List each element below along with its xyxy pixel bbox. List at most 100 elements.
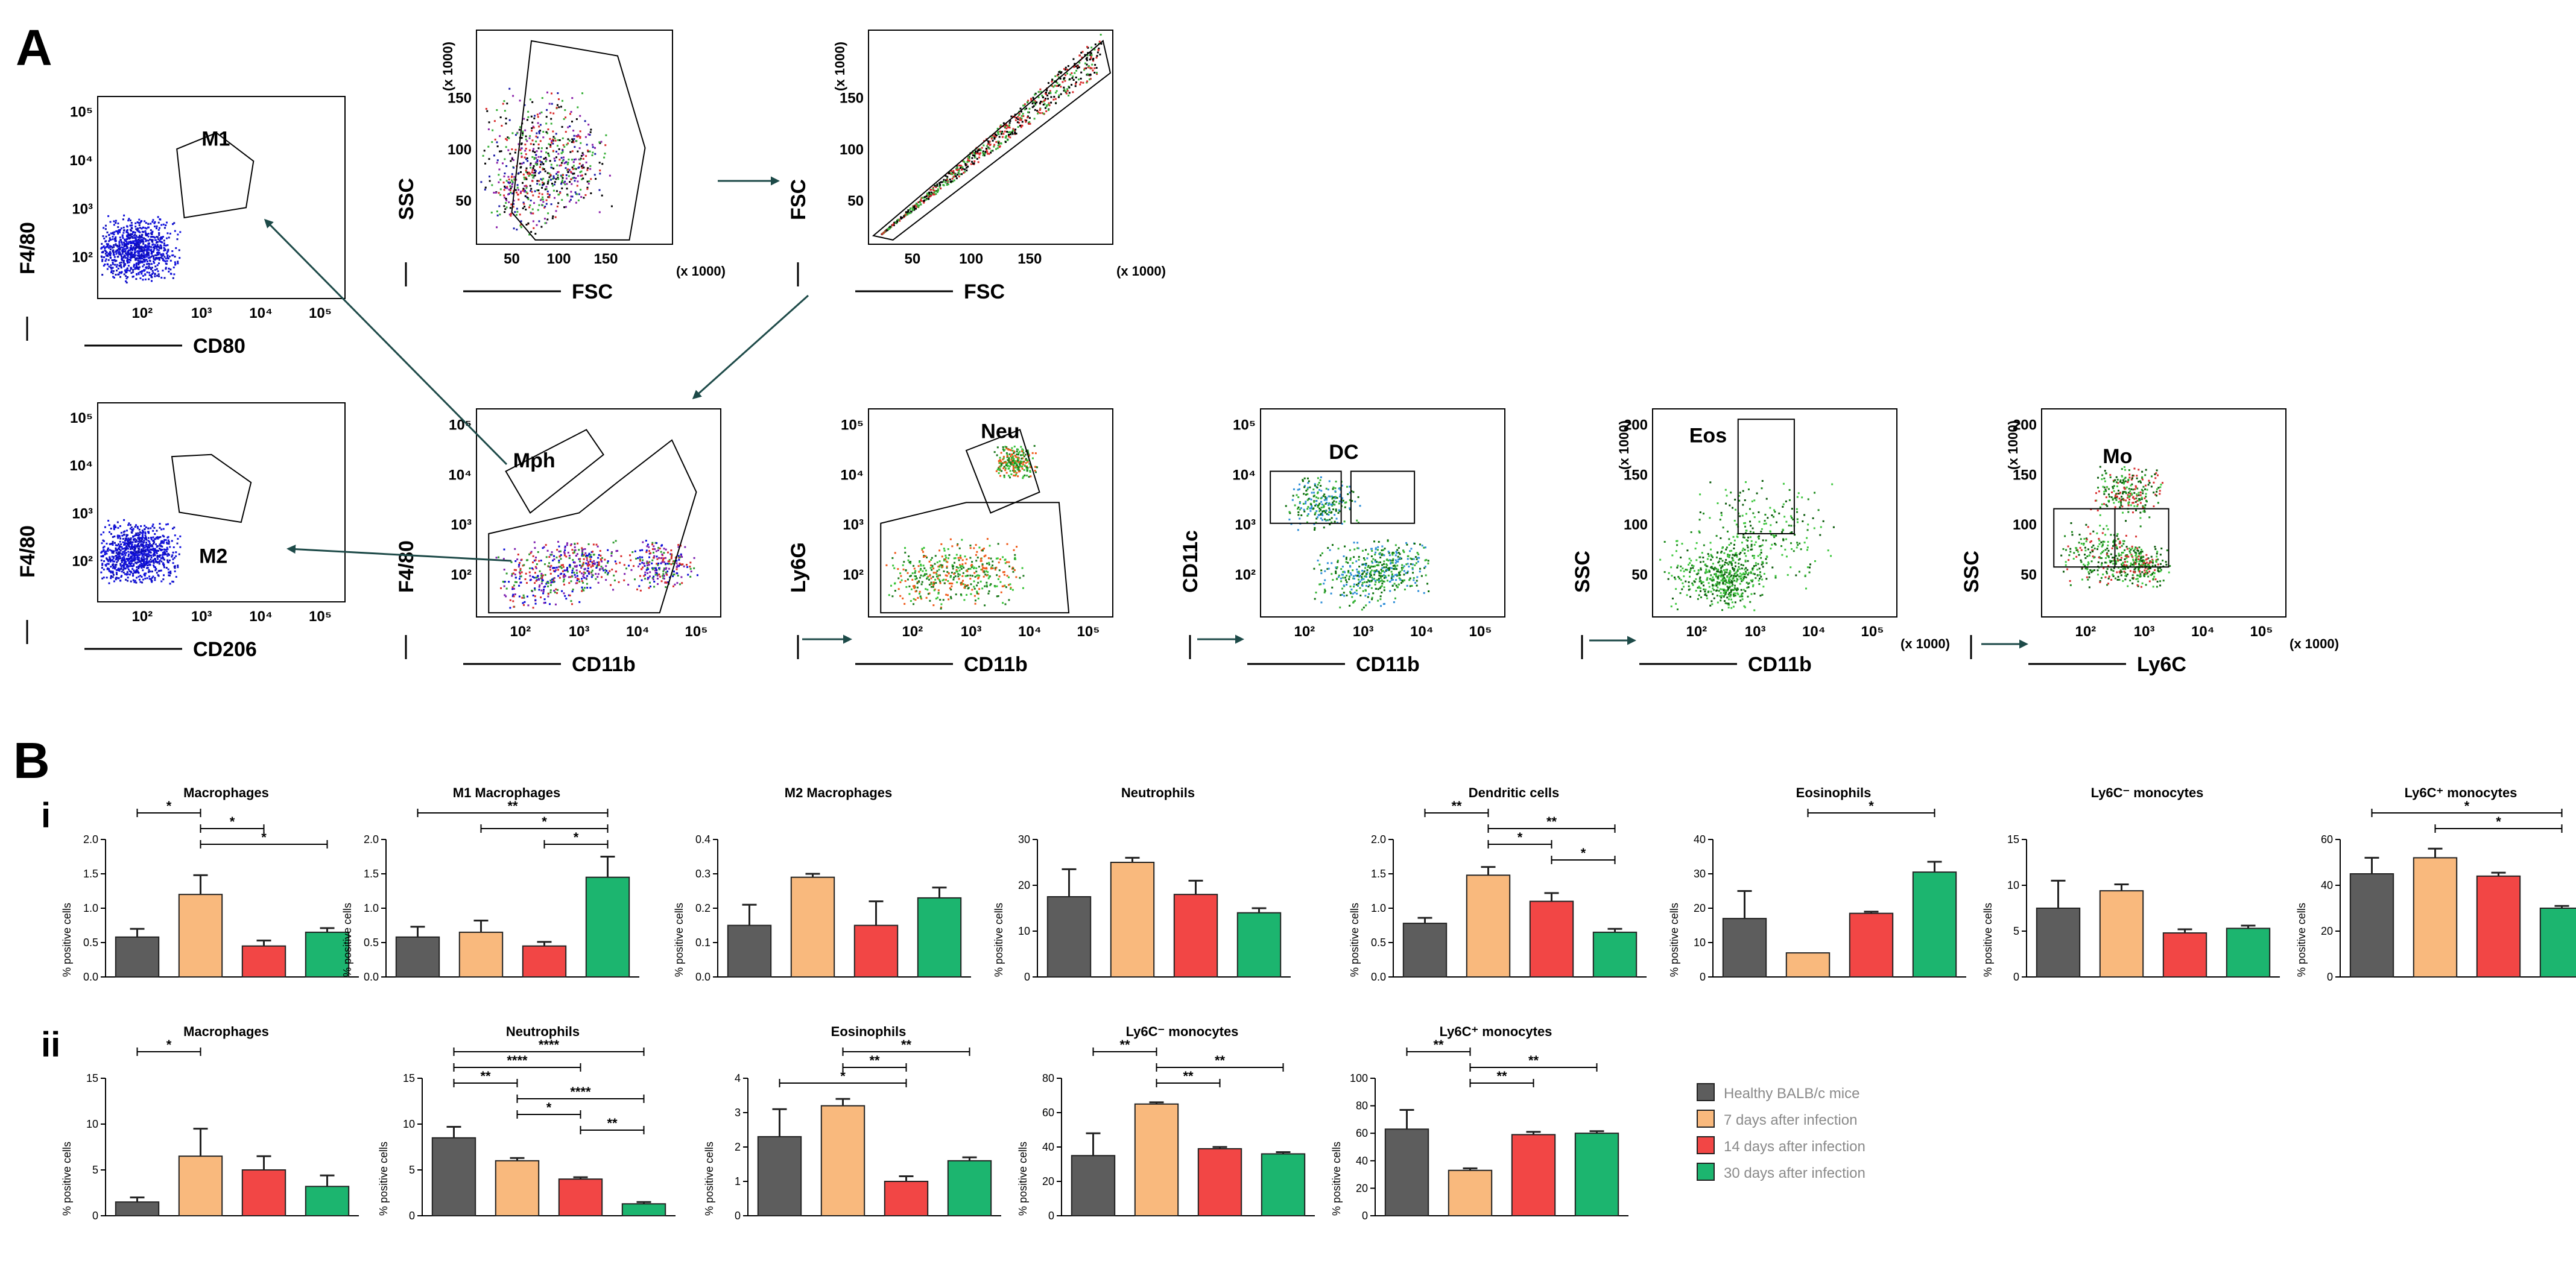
event-dot (653, 586, 656, 588)
event-dot (147, 540, 150, 542)
event-dot (569, 181, 571, 183)
event-dot (533, 227, 535, 229)
event-dot (1323, 504, 1325, 507)
event-dot (647, 561, 650, 564)
event-dot (1345, 558, 1347, 560)
event-dot (948, 598, 950, 601)
event-dot (945, 179, 947, 182)
event-dot (535, 557, 537, 559)
event-dot (1017, 448, 1019, 450)
event-dot (150, 239, 153, 241)
event-dot (1001, 464, 1003, 466)
event-dot (987, 592, 990, 595)
event-dot (548, 143, 550, 145)
event-dot (1009, 120, 1011, 122)
event-dot (119, 276, 122, 278)
event-dot (1026, 467, 1028, 470)
event-dot (573, 138, 575, 141)
event-dot (516, 558, 519, 561)
event-dot (920, 567, 922, 570)
event-dot (141, 538, 144, 540)
event-dot (552, 185, 554, 187)
event-dot (966, 161, 969, 163)
event-dot (519, 100, 521, 102)
event-dot (550, 122, 552, 125)
event-dot (578, 147, 581, 150)
event-dot (954, 575, 957, 578)
event-dot (538, 589, 540, 591)
event-dot (585, 554, 587, 557)
event-dot (545, 203, 548, 205)
event-dot (978, 566, 980, 568)
event-dot (159, 241, 161, 243)
event-dot (1098, 47, 1100, 49)
event-dot (589, 134, 591, 136)
event-dot (584, 120, 586, 122)
event-dot (604, 144, 607, 147)
event-dot (115, 555, 117, 557)
event-dot (955, 554, 958, 556)
event-dot (132, 551, 134, 554)
event-dot (997, 131, 999, 133)
event-dot (935, 572, 937, 574)
event-dot (551, 551, 553, 554)
event-dot (645, 569, 648, 571)
event-dot (546, 193, 549, 195)
event-dot (601, 576, 603, 578)
y-tick-label: 50 (455, 193, 472, 209)
event-dot (566, 542, 569, 545)
event-dot (523, 596, 525, 599)
event-dot (1303, 477, 1306, 479)
event-dot (979, 149, 982, 151)
event-dot (553, 577, 555, 580)
event-dot (134, 242, 136, 245)
event-dot (929, 567, 932, 569)
event-dot (131, 528, 133, 531)
event-dot (958, 547, 961, 549)
event-dot (116, 545, 118, 547)
event-dot (1335, 510, 1337, 512)
event-dot (651, 568, 654, 570)
event-dot (990, 567, 992, 570)
event-dot (511, 192, 514, 195)
event-dot (938, 578, 940, 581)
event-dot (920, 563, 922, 566)
event-dot (1008, 124, 1010, 127)
event-dot (929, 599, 931, 602)
event-dot (967, 567, 970, 570)
event-dot (994, 569, 996, 571)
event-dot (156, 244, 159, 246)
event-dot (127, 545, 130, 547)
event-dot (946, 175, 949, 178)
event-dot (1005, 586, 1007, 589)
event-dot (931, 583, 933, 585)
event-dot (513, 178, 516, 180)
event-dot (150, 537, 153, 539)
event-dot (510, 160, 512, 162)
event-dot (572, 558, 574, 561)
x-axis-title: FSC (964, 280, 1005, 303)
event-dot (140, 245, 142, 248)
event-dot (974, 152, 976, 154)
event-dot (137, 548, 139, 550)
event-dot (142, 534, 144, 536)
event-dot (517, 198, 520, 201)
event-dot (1043, 100, 1046, 102)
event-dot (1051, 80, 1053, 83)
y-tick-label: 10² (72, 554, 93, 570)
event-dot (495, 191, 497, 194)
event-dot (1416, 584, 1418, 587)
event-dot (165, 551, 168, 553)
event-dot (677, 574, 679, 577)
event-dot (1068, 86, 1071, 89)
event-dot (112, 557, 115, 560)
event-dot (522, 182, 524, 184)
event-dot (1352, 562, 1354, 564)
event-dot (139, 560, 142, 562)
event-dot (154, 273, 156, 276)
event-dot (571, 97, 574, 100)
event-dot (144, 245, 146, 247)
event-dot (1057, 76, 1060, 78)
event-dot (925, 573, 928, 575)
event-dot (136, 221, 139, 224)
